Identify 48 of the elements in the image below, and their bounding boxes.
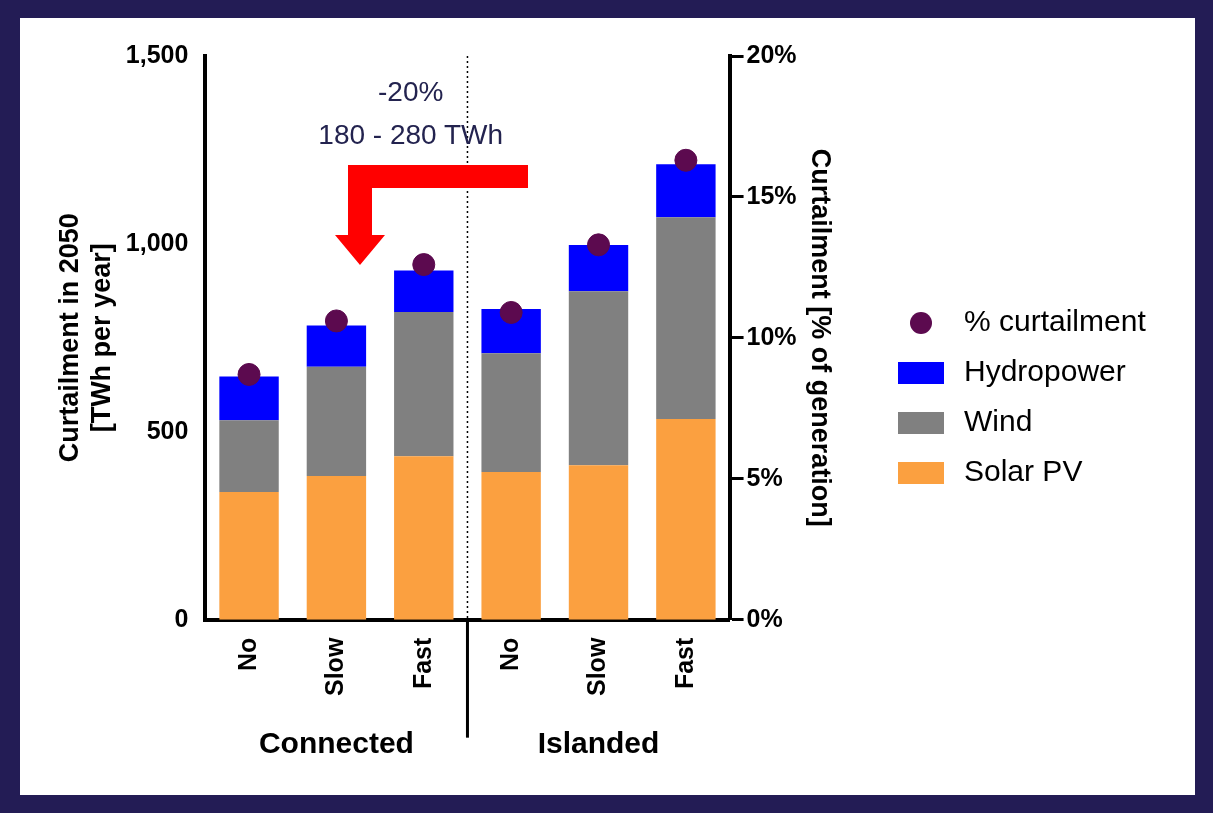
x-tick-label: No [495,637,524,671]
bar [568,245,629,292]
x-tick-label: Slow [582,637,611,697]
x-tick-label: Fast [407,636,436,690]
bar [568,465,629,620]
y2-tick-label: 15% [746,180,797,209]
bar [219,420,279,492]
y2-tick-label: 20% [746,39,797,68]
bar [656,419,716,620]
bar [306,476,367,620]
y2-tick-label: 5% [746,462,783,491]
bar [656,164,716,218]
point [674,148,698,172]
legend-label: Hydropower [964,354,1126,388]
annotation: 180 - 280 TWh [318,118,504,150]
bar [394,456,454,620]
text: Islanded [537,725,660,759]
y2-tick-label: 10% [746,321,797,350]
y-axis-title: Curtailment in 2050 [TWh per year] [53,213,117,463]
y-tick-label: 1,500 [125,39,189,68]
bar [394,311,454,457]
legend-label: Solar PV [964,454,1083,488]
annotation: -20% [377,75,444,107]
x-tick-label: Slow [320,637,349,697]
point [499,300,523,324]
y-tick-label: 500 [146,415,189,444]
x-tick-label: Fast [669,636,698,690]
y-tick-label: 1,000 [125,227,189,256]
bar [219,376,279,421]
y2-axis-title: Curtailment [% of generation] [806,148,837,527]
bar [306,366,367,477]
bar [656,217,716,419]
point [324,309,348,333]
x-tick-label: No [232,637,261,671]
bar [568,291,629,466]
y2-tick-label: 0% [746,603,783,632]
y-tick-label: 0 [174,603,189,632]
bar [481,471,541,620]
legend-label: % curtailment [964,304,1146,338]
text: Connected [258,725,414,759]
bar [219,491,279,620]
bar [306,325,367,367]
point [412,253,436,277]
point [237,362,261,386]
legend-label: Wind [964,404,1033,438]
bar [481,353,541,472]
bar [394,270,454,312]
point [587,233,611,257]
